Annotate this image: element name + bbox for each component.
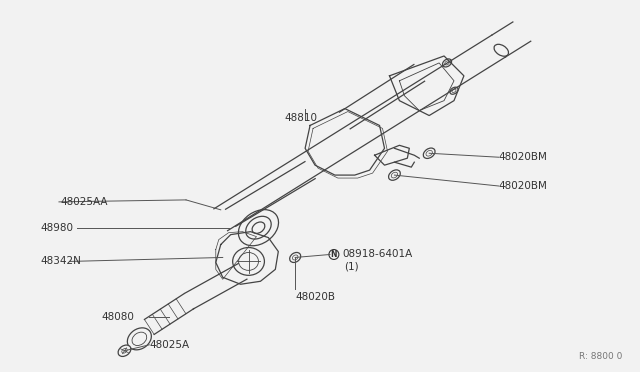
Text: R: 8800 0: R: 8800 0 <box>579 352 623 361</box>
Text: 48810: 48810 <box>284 112 317 122</box>
Ellipse shape <box>246 216 271 239</box>
Text: 48080: 48080 <box>102 312 134 322</box>
Ellipse shape <box>233 247 264 275</box>
Ellipse shape <box>127 328 152 350</box>
Ellipse shape <box>290 253 301 263</box>
Ellipse shape <box>388 170 400 180</box>
Text: 48020B: 48020B <box>295 292 335 302</box>
Text: 48025A: 48025A <box>149 340 189 350</box>
Text: 48980: 48980 <box>40 223 73 233</box>
Text: (1): (1) <box>344 262 358 272</box>
Text: 08918-6401A: 08918-6401A <box>343 250 413 260</box>
Ellipse shape <box>118 345 131 356</box>
Text: 48020BM: 48020BM <box>499 152 548 162</box>
Ellipse shape <box>238 210 278 246</box>
Text: 48025AA: 48025AA <box>60 197 108 207</box>
Ellipse shape <box>423 148 435 158</box>
Ellipse shape <box>442 59 452 67</box>
Text: 48020BM: 48020BM <box>499 181 548 191</box>
Text: 48342N: 48342N <box>40 256 81 266</box>
Text: N: N <box>331 250 337 259</box>
Ellipse shape <box>450 87 458 94</box>
